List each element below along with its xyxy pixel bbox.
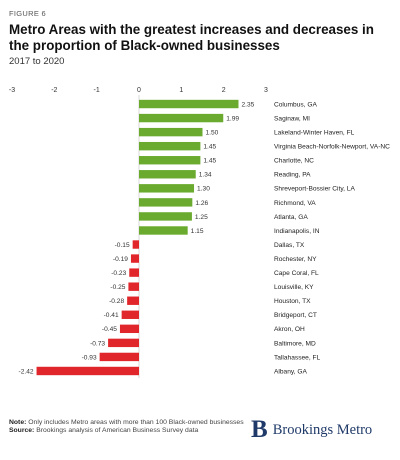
data-label: 1.15 bbox=[191, 228, 204, 235]
category-label: Tallahassee, FL bbox=[274, 354, 321, 361]
category-label: Dallas, TX bbox=[274, 242, 305, 249]
x-tick-label: -3 bbox=[9, 87, 15, 94]
data-label: 1.45 bbox=[203, 158, 216, 165]
category-label: Virginia Beach-Norfolk-Newport, VA-NC bbox=[274, 144, 390, 151]
bar bbox=[130, 254, 139, 263]
bar bbox=[128, 282, 139, 291]
x-tick-label: -1 bbox=[94, 87, 100, 94]
data-label: -0.25 bbox=[110, 284, 125, 291]
figure-label: FIGURE 6 bbox=[9, 9, 46, 18]
bar bbox=[139, 99, 239, 109]
data-label: -0.93 bbox=[82, 354, 97, 361]
category-label: Baltimore, MD bbox=[274, 340, 316, 347]
data-label: -0.45 bbox=[102, 326, 117, 333]
bar bbox=[139, 198, 193, 207]
bar bbox=[132, 240, 139, 249]
data-label: -0.28 bbox=[109, 298, 124, 305]
data-label: -0.19 bbox=[113, 256, 128, 263]
category-label: Richmond, VA bbox=[274, 200, 316, 207]
bar bbox=[119, 324, 139, 334]
category-label: Reading, PA bbox=[274, 172, 311, 179]
source-text: Brookings analysis of American Business … bbox=[36, 427, 199, 435]
data-label: 1.34 bbox=[199, 172, 212, 179]
data-label: 1.30 bbox=[197, 186, 210, 193]
bar bbox=[139, 127, 203, 137]
bar bbox=[139, 184, 195, 193]
category-label: Charlotte, NC bbox=[274, 158, 314, 165]
bar bbox=[129, 268, 139, 277]
category-label: Louisville, KY bbox=[274, 284, 314, 291]
category-label: Akron, OH bbox=[274, 326, 305, 333]
bar bbox=[139, 156, 201, 165]
data-label: -2.42 bbox=[19, 368, 34, 375]
data-label: 1.99 bbox=[226, 115, 239, 122]
bar bbox=[36, 366, 140, 376]
bar bbox=[127, 296, 139, 305]
bar bbox=[139, 226, 188, 235]
category-label: Saginaw, MI bbox=[274, 115, 310, 122]
x-tick-label: 1 bbox=[179, 87, 183, 94]
x-tick-label: -2 bbox=[51, 87, 57, 94]
bar bbox=[99, 352, 139, 362]
x-tick-label: 2 bbox=[222, 87, 226, 94]
data-label: 1.26 bbox=[195, 200, 208, 207]
x-tick-label: 3 bbox=[264, 87, 268, 94]
bar bbox=[139, 170, 196, 179]
source-label: Source: bbox=[9, 427, 35, 435]
category-label: Indianapolis, IN bbox=[274, 228, 320, 235]
category-label: Lakeland-Winter Haven, FL bbox=[274, 130, 355, 137]
category-label: Houston, TX bbox=[274, 298, 311, 305]
bar bbox=[139, 141, 201, 151]
bar bbox=[108, 338, 139, 348]
source-line: Source: Brookings analysis of American B… bbox=[9, 427, 259, 435]
category-label: Columbus, GA bbox=[274, 101, 317, 108]
data-label: -0.15 bbox=[115, 242, 130, 249]
data-label: 1.45 bbox=[203, 144, 216, 151]
chart-subtitle: 2017 to 2020 bbox=[9, 56, 65, 67]
category-label: Albany, GA bbox=[274, 368, 307, 375]
category-label: Cape Coral, FL bbox=[274, 270, 319, 277]
chart-title: Metro Areas with the greatest increases … bbox=[9, 22, 374, 53]
data-label: -0.73 bbox=[90, 340, 105, 347]
data-label: -0.41 bbox=[104, 312, 119, 319]
brookings-b-logo-icon: B bbox=[251, 416, 268, 443]
category-label: Bridgeport, CT bbox=[274, 312, 317, 319]
footer-note: Note: Only includes Metro areas with mor… bbox=[9, 419, 259, 435]
data-label: 1.50 bbox=[206, 130, 219, 137]
brookings-metro-logo: B Brookings Metro bbox=[251, 416, 373, 443]
data-label: 1.25 bbox=[195, 214, 208, 221]
data-label: -0.23 bbox=[111, 270, 126, 277]
bar-chart: -3 -2 -1 0 1 2 3 2.35 Columbus, GA 1.99 Saginaw, M… bbox=[9, 87, 390, 378]
data-label: 2.35 bbox=[241, 101, 254, 108]
category-label: Atlanta, GA bbox=[274, 214, 308, 221]
bar bbox=[139, 113, 224, 123]
x-tick-label: 0 bbox=[137, 87, 141, 94]
note-text: Only includes Metro areas with more than… bbox=[28, 419, 244, 426]
bar bbox=[139, 212, 192, 221]
bar bbox=[121, 310, 139, 319]
category-label: Rochester, NY bbox=[274, 256, 317, 263]
note-line: Note: Only includes Metro areas with mor… bbox=[9, 419, 259, 427]
note-label: Note: bbox=[9, 419, 27, 426]
category-label: Shreveport-Bossier City, LA bbox=[274, 186, 355, 193]
logo-text: Brookings Metro bbox=[272, 421, 373, 438]
